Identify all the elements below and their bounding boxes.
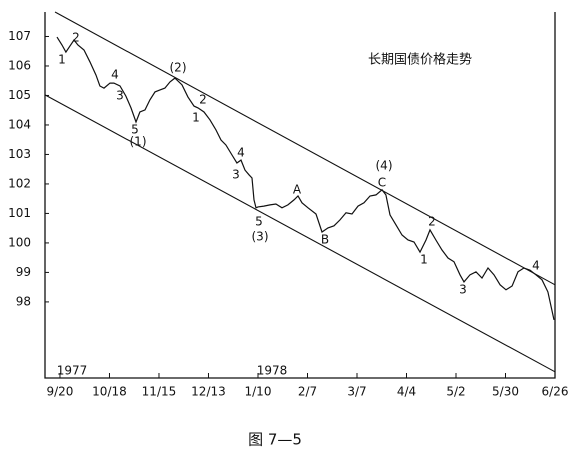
wave-label: 2 <box>199 93 207 107</box>
wave-label: 1 <box>420 253 428 267</box>
wave-label: 3 <box>116 89 124 103</box>
y-tick-label: 103 <box>8 147 31 161</box>
wave-label: (2) <box>170 61 187 75</box>
y-tick-label: 102 <box>8 176 31 190</box>
wave-label: 4 <box>237 146 245 160</box>
wave-label: 4 <box>111 68 119 82</box>
wave-label: B <box>321 233 329 247</box>
wave-label: 4 <box>532 259 540 273</box>
wave-label: C <box>378 176 386 190</box>
wave-label: (3) <box>252 230 269 244</box>
x-tick-label: 6/26 <box>542 385 569 399</box>
channel-line <box>54 11 556 286</box>
wave-label: 5 <box>131 123 139 137</box>
x-tick-label: 4/4 <box>397 385 416 399</box>
wave-label: (1) <box>130 135 147 149</box>
x-tick-label: 3/7 <box>347 385 366 399</box>
wave-label: 1 <box>58 53 66 67</box>
y-tick-label: 107 <box>8 29 31 43</box>
x-tick-label: 10/18 <box>92 385 127 399</box>
chart-title: 长期国债价格走势 <box>368 52 472 68</box>
wave-label: 1 <box>192 111 200 125</box>
y-tick-label: 98 <box>16 294 31 308</box>
x-tick-label: 9/20 <box>46 385 73 399</box>
plot-frame <box>44 12 556 379</box>
x-tick-label: 1/10 <box>245 385 272 399</box>
y-tick-label: 101 <box>8 206 31 220</box>
y-tick-label: 105 <box>8 88 31 102</box>
wave-label: 2 <box>72 31 80 45</box>
x-tick-label: 2/7 <box>298 385 317 399</box>
wave-label: (4) <box>376 159 393 173</box>
wave-label: 3 <box>232 168 240 182</box>
y-tick-label: 100 <box>8 235 31 249</box>
caption: 图 7—5 <box>248 431 302 449</box>
year-label: 1977 <box>57 364 88 378</box>
channel-line <box>44 94 556 373</box>
x-tick-label: 5/30 <box>492 385 519 399</box>
year-label: 1978 <box>257 364 288 378</box>
y-tick-label: 99 <box>16 265 31 279</box>
wave-label: A <box>293 183 302 197</box>
x-tick-label: 11/15 <box>142 385 177 399</box>
x-tick-label: 5/2 <box>446 385 465 399</box>
price-line <box>56 36 555 321</box>
x-tick-label: 12/13 <box>191 385 226 399</box>
wave-label: 3 <box>459 283 467 297</box>
y-tick-label: 106 <box>8 58 31 72</box>
wave-label: 2 <box>428 215 436 229</box>
y-tick-label: 104 <box>8 117 31 131</box>
wave-label: 5 <box>255 215 263 229</box>
